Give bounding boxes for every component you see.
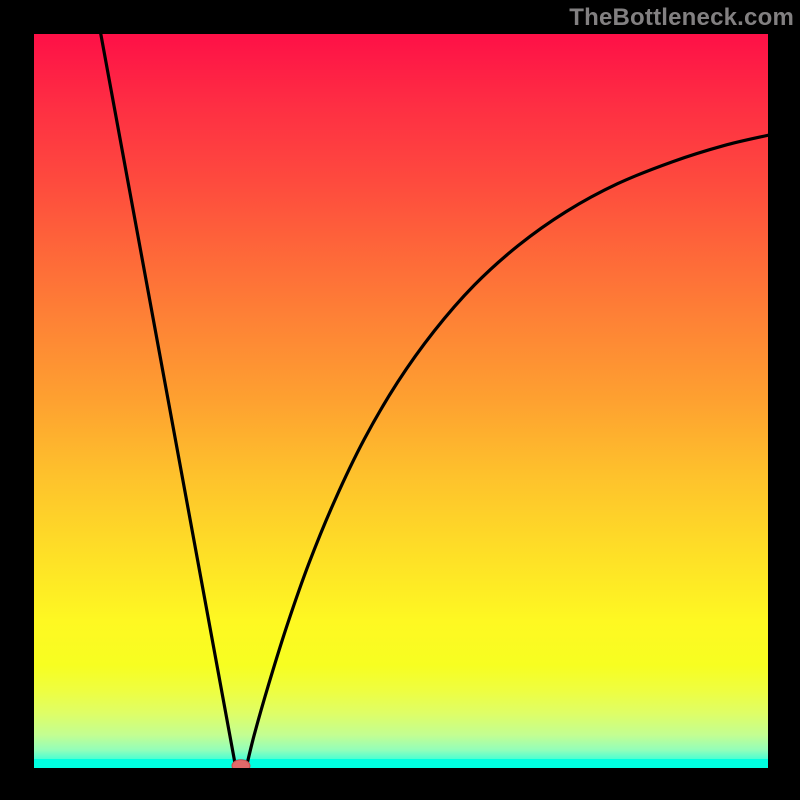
plot-area <box>34 34 768 768</box>
bottom-band <box>34 759 768 768</box>
gradient-background <box>34 34 768 768</box>
chart-svg <box>34 34 768 768</box>
watermark-text: TheBottleneck.com <box>569 4 794 32</box>
chart-root: TheBottleneck.com <box>0 0 800 800</box>
minimum-marker <box>232 760 250 768</box>
